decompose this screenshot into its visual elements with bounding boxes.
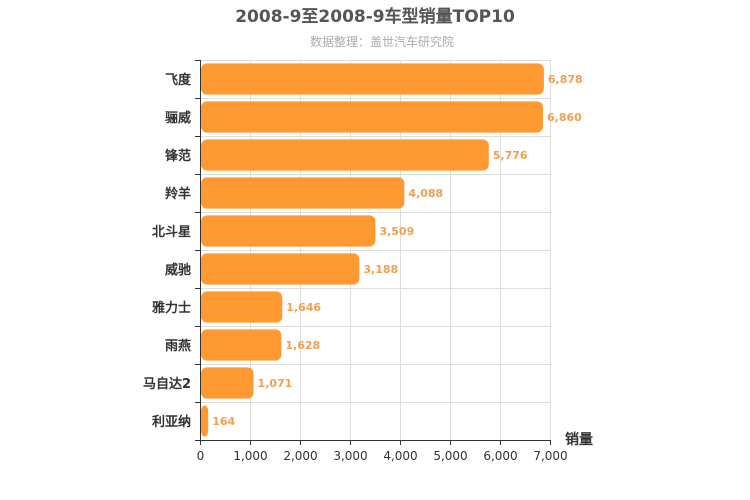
category-label-8: 马自达2	[143, 376, 191, 392]
category-label-4: 北斗星	[152, 225, 191, 240]
bar-3	[201, 177, 405, 209]
x-tick-label-1: 1,000	[233, 449, 267, 463]
value-label-0: 6,878	[548, 73, 583, 86]
category-label-6: 雅力士	[152, 300, 191, 316]
chart-subtitle: 数据整理：盖世汽车研究院	[310, 34, 454, 49]
x-tick-label-5: 5,000	[433, 449, 467, 463]
bar-6	[201, 291, 283, 323]
category-label-3: 羚羊	[165, 186, 191, 202]
x-axis-name: 销量	[565, 431, 593, 448]
bar-4	[201, 215, 376, 247]
category-label-7: 雨燕	[165, 338, 191, 354]
x-tick-label-4: 4,000	[383, 449, 417, 463]
x-tick-label-6: 6,000	[483, 449, 517, 463]
value-label-2: 5,776	[493, 149, 528, 162]
x-tick-label-7: 7,000	[533, 449, 567, 463]
category-label-1: 骊威	[165, 110, 191, 126]
bar-2	[201, 139, 489, 171]
bar-9	[201, 405, 209, 437]
category-label-2: 锋范	[165, 148, 191, 164]
category-label-5: 威驰	[165, 262, 191, 278]
bar-layer: 6,878 6,860 5,776 4,088 3,509 3,188 1,646 1,628…	[201, 63, 583, 437]
value-label-6: 1,646	[286, 301, 321, 314]
bar-8	[201, 367, 254, 399]
chart-title: 2008-9至2008-9车型销量TOP10	[235, 6, 515, 27]
value-label-4: 3,509	[379, 225, 414, 238]
x-tick-label-0: 0	[197, 449, 205, 463]
value-label-9: 164	[212, 415, 235, 428]
value-label-3: 4,088	[408, 187, 443, 200]
category-label-0: 飞度	[165, 72, 192, 88]
value-label-5: 3,188	[363, 263, 398, 276]
bar-0	[201, 63, 544, 95]
category-label-9: 利亚纳	[152, 414, 191, 430]
value-label-7: 1,628	[285, 339, 320, 352]
bar-5	[201, 253, 360, 285]
value-label-1: 6,860	[547, 111, 582, 124]
value-label-8: 1,071	[258, 377, 293, 390]
bar-1	[201, 101, 543, 133]
x-tick-label-3: 3,000	[333, 449, 367, 463]
x-tick-label-2: 2,000	[283, 449, 317, 463]
bar-7	[201, 329, 282, 361]
